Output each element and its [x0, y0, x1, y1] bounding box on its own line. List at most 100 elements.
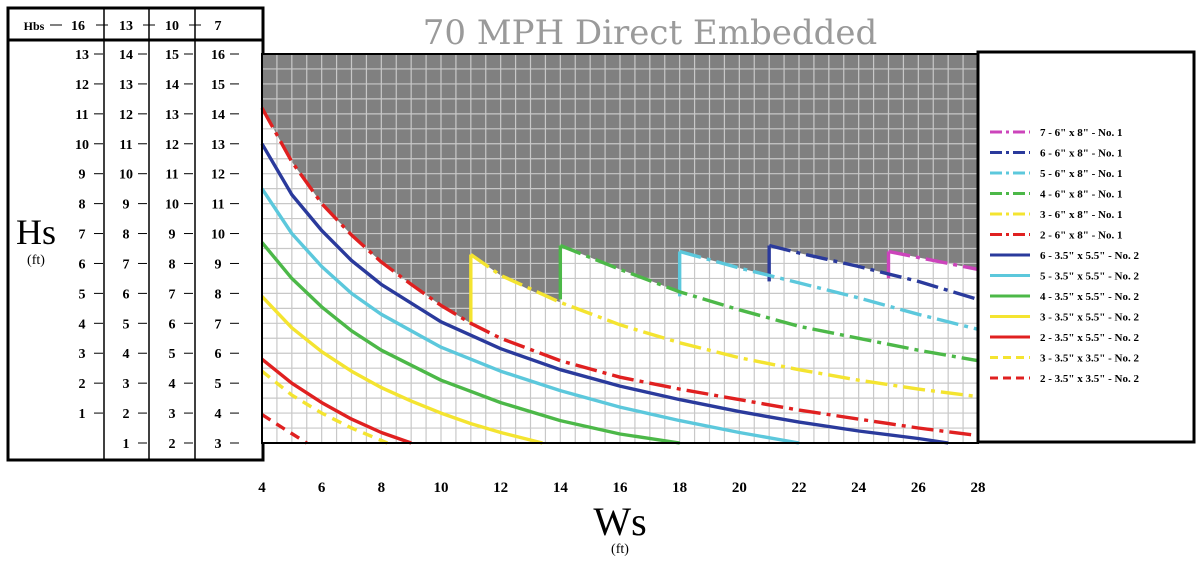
hs-scale-columns: 1234567891011121312345678910111213142345…: [75, 8, 239, 460]
series-line-8: [260, 241, 680, 445]
x-tick-label: 24: [851, 480, 867, 496]
hs-scale-label: 7: [79, 228, 86, 243]
hs-scale-label: 11: [75, 108, 88, 123]
hs-scale-label: 10: [75, 138, 89, 153]
hbs-header-label: Hbs: [24, 19, 45, 33]
hs-scale-label: 4: [169, 377, 176, 392]
hs-scale-label: 3: [79, 347, 86, 362]
hs-scale-label: 12: [119, 108, 133, 123]
x-tick-label: 10: [434, 480, 449, 496]
hs-scale-label: 6: [169, 317, 176, 332]
hs-scale-table: 1234567891011121312345678910111213142345…: [6, 6, 265, 462]
x-tick-label: 18: [672, 480, 687, 496]
hs-scale-label: 3: [215, 437, 222, 452]
hs-scale-label: 8: [169, 257, 176, 272]
series-line-9: [260, 295, 543, 445]
legend-label: 2 - 6" x 8" - No. 1: [1040, 230, 1122, 242]
x-tick-label: 6: [318, 480, 326, 496]
legend-border: [976, 50, 1196, 444]
legend-label: 2 - 3.5" x 3.5" - No. 2: [1040, 373, 1139, 385]
legend-label: 3 - 3.5" x 5.5" - No. 2: [1040, 312, 1139, 324]
x-tick-label: 14: [553, 480, 569, 496]
hbs-header-label: 7: [215, 19, 222, 34]
hs-scale-label: 5: [215, 377, 222, 392]
hs-scale-label: 2: [169, 437, 176, 452]
legend-label: 4 - 3.5" x 5.5" - No. 2: [1040, 291, 1139, 303]
hs-scale-label: 5: [169, 347, 176, 362]
hs-scale-label: 7: [169, 287, 176, 302]
hs-scale-label: 8: [79, 198, 86, 213]
x-tick-label: 16: [613, 480, 629, 496]
chart-title: 70 MPH Direct Embedded: [423, 13, 878, 53]
hs-scale-label: 12: [75, 78, 89, 93]
hs-scale-label: 13: [119, 78, 133, 93]
x-tick-label: 8: [378, 480, 386, 496]
hs-scale-label: 1: [123, 437, 130, 452]
legend-label: 2 - 3.5" x 5.5" - No. 2: [1040, 332, 1139, 344]
x-tick-label: 20: [732, 480, 747, 496]
x-tick-label: 28: [971, 480, 986, 496]
series-layer: [260, 107, 979, 445]
hbs-header: Hbs 16 13 10 7: [24, 19, 222, 34]
y-axis-unit: (ft): [27, 253, 45, 268]
hs-scale-label: 14: [211, 108, 225, 123]
hs-scale-label: 10: [165, 198, 179, 213]
legend-items: 7 - 6" x 8" - No. 1 6 - 6" x 8" - No. 1 5 …: [990, 127, 1139, 385]
series-line-2: [679, 249, 979, 331]
hs-scale-label: 5: [79, 287, 86, 302]
hs-scale-label: 10: [119, 168, 133, 183]
hs-scale-label: 3: [169, 407, 176, 422]
hs-scale-label: 13: [75, 48, 89, 63]
hs-scale-label: 14: [165, 78, 179, 93]
series-line-0: [888, 249, 979, 272]
hs-scale-label: 15: [165, 48, 179, 63]
hs-scale-label: 9: [79, 168, 86, 183]
series-line-12: [261, 413, 308, 445]
hs-scale-label: 1: [79, 407, 86, 422]
series-line-5: [260, 107, 979, 438]
x-tick-label: 12: [493, 480, 508, 496]
hs-scale-label: 6: [79, 257, 86, 272]
hbs-header-label: 16: [71, 19, 85, 34]
hs-scale-label: 11: [165, 168, 178, 183]
series-line-3: [559, 243, 979, 363]
series-line-11: [260, 369, 388, 445]
hs-scale-label: 9: [215, 257, 222, 272]
hbs-header-label: 13: [119, 19, 133, 34]
x-tick-label: 4: [258, 480, 266, 496]
hs-scale-label: 3: [123, 377, 130, 392]
hs-scale-label: 11: [119, 138, 132, 153]
x-tick-label: 26: [911, 480, 927, 496]
y-axis-label: Hs: [16, 212, 56, 252]
series-line-7: [260, 187, 800, 445]
legend-label: 7 - 6" x 8" - No. 1: [1040, 127, 1122, 139]
x-tick-label: 22: [792, 480, 807, 496]
legend-label: 6 - 6" x 8" - No. 1: [1040, 148, 1122, 160]
hs-scale-label: 12: [165, 138, 179, 153]
legend-label: 5 - 6" x 8" - No. 1: [1040, 168, 1122, 180]
legend-label: 5 - 3.5" x 5.5" - No. 2: [1040, 271, 1139, 283]
hs-scale-label: 4: [215, 407, 222, 422]
series-line-6: [260, 142, 949, 445]
legend-label: 3 - 3.5" x 3.5" - No. 2: [1040, 353, 1139, 365]
legend: 7 - 6" x 8" - No. 1 6 - 6" x 8" - No. 1 5 …: [976, 50, 1196, 444]
series-line-4: [469, 253, 979, 399]
hs-scale-border: [6, 6, 265, 462]
hs-scale-label: 12: [211, 168, 225, 183]
series-line-10: [260, 357, 412, 445]
hs-scale-label: 8: [123, 228, 130, 243]
hs-scale-label: 6: [123, 287, 130, 302]
hs-scale-label: 6: [215, 347, 222, 362]
hs-scale-label: 2: [123, 407, 130, 422]
hs-scale-label: 9: [123, 198, 130, 213]
hs-scale-label: 13: [211, 138, 225, 153]
hs-scale-label: 15: [211, 78, 225, 93]
legend-label: 4 - 6" x 8" - No. 1: [1040, 189, 1122, 201]
hs-scale-label: 10: [211, 228, 225, 243]
x-axis-unit: (ft): [611, 542, 629, 557]
x-axis-label: Ws: [593, 499, 646, 544]
plot-area: [260, 53, 979, 445]
x-axis-ticks: 4 6 8 10 12 14 16 18 20 22 24 26 28: [258, 480, 985, 496]
legend-label: 3 - 6" x 8" - No. 1: [1040, 209, 1122, 221]
legend-label: 6 - 3.5" x 5.5" - No. 2: [1040, 250, 1139, 262]
